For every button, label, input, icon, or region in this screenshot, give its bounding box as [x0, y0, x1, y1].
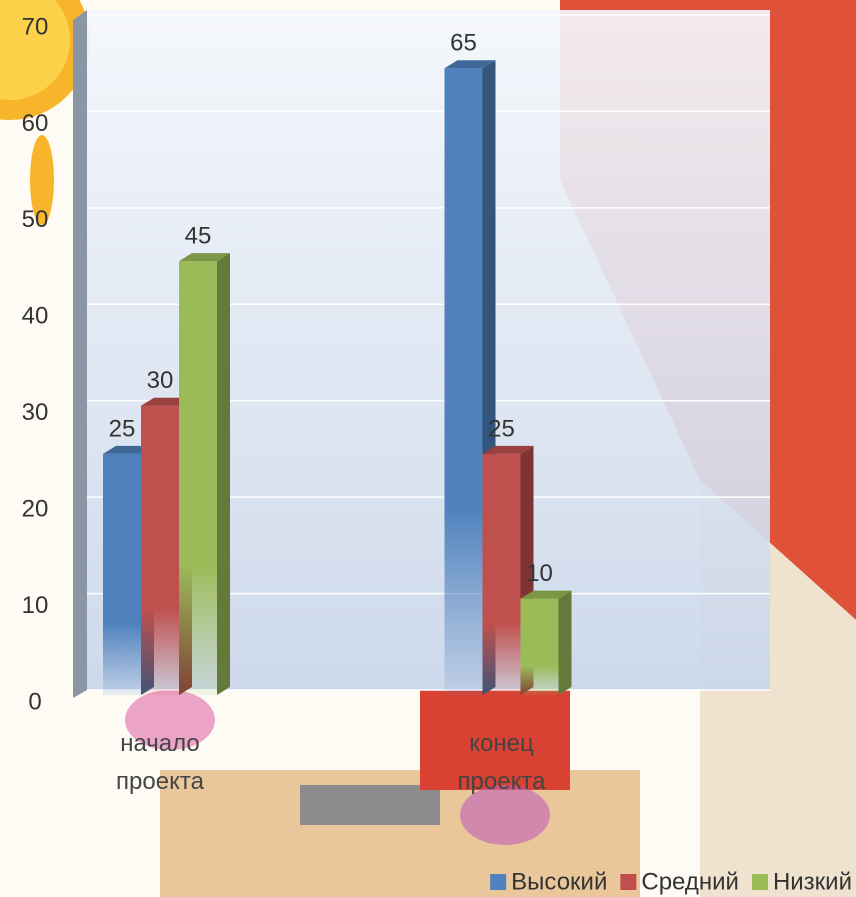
legend-label: Низкий: [773, 868, 852, 895]
data-label: 10: [526, 560, 553, 587]
bar-front: [103, 454, 141, 695]
bar-front: [445, 68, 483, 695]
bar-side: [559, 591, 572, 695]
bar: [521, 591, 572, 695]
x-tick-label: начало проекта: [95, 725, 225, 801]
legend: Высокий Средний Низкий: [490, 868, 852, 895]
page: 0 10 20 30 40 50 60 70 25 30 45 65 25 10 Высокий Средн…: [0, 0, 856, 897]
data-label: 65: [450, 30, 477, 57]
legend-swatch: [490, 874, 506, 890]
y-tick-label: 20: [22, 495, 49, 522]
y-tick-label: 0: [28, 688, 41, 715]
y-tick-label: 40: [22, 303, 49, 330]
legend-label: Высокий: [511, 868, 607, 895]
x-tick-label: конец проекта: [437, 725, 567, 801]
bar: [179, 253, 230, 695]
bar-front: [141, 406, 179, 695]
bar-side: [217, 253, 230, 695]
bar-front: [483, 454, 521, 695]
data-label: 25: [109, 415, 136, 442]
bar-front: [521, 599, 559, 695]
legend-swatch: [620, 874, 636, 890]
data-label: 30: [147, 367, 174, 394]
legend-label: Средний: [641, 868, 739, 895]
data-label: 25: [488, 415, 515, 442]
y-tick-label: 70: [22, 13, 49, 40]
y-tick-label: 10: [22, 592, 49, 619]
data-label: 45: [185, 222, 212, 249]
y-tick-label: 50: [22, 206, 49, 233]
y-tick-label: 30: [22, 399, 49, 426]
side-wall: [73, 10, 87, 698]
legend-swatch: [752, 874, 768, 890]
bar-front: [179, 261, 217, 695]
y-tick-label: 60: [22, 110, 49, 137]
